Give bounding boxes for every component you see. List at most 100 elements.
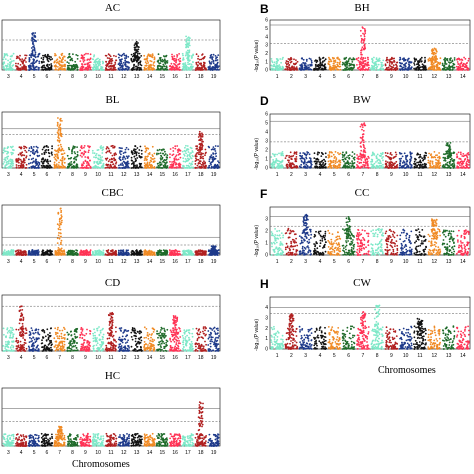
snp-point [68, 67, 70, 70]
manhattan-plot-cd: 3 4 5 6 7 8 9 10 11 12 13 14 15 16 17 18 19 [1, 294, 221, 361]
snp-point [111, 321, 114, 324]
snp-point [44, 69, 47, 71]
snp-point [53, 164, 56, 167]
snp-point [115, 162, 117, 165]
snp-point [88, 149, 90, 152]
snp-point [22, 62, 24, 65]
snp-point [133, 64, 135, 67]
snp-point [79, 69, 82, 71]
snp-point [19, 315, 22, 318]
snp-point [5, 343, 7, 346]
snp-point [190, 157, 193, 160]
snp-point [212, 53, 215, 56]
snp-point [57, 228, 60, 230]
snp-point [7, 345, 9, 348]
snp-point [25, 61, 27, 63]
snp-point [200, 152, 203, 154]
snp-point [157, 152, 160, 155]
chromosome-4-points [14, 249, 28, 256]
snp-point [88, 59, 91, 61]
snp-point [138, 330, 141, 333]
snp-point [67, 157, 70, 160]
snp-point [201, 132, 203, 135]
snp-point [57, 156, 59, 159]
x-tick-label: 11 [108, 172, 113, 178]
snp-point [214, 66, 217, 69]
snp-point [29, 64, 32, 67]
snp-point [198, 134, 201, 136]
snp-point [89, 165, 92, 168]
snp-point [130, 253, 133, 255]
snp-point [43, 55, 46, 57]
snp-point [143, 326, 146, 329]
snp-point [46, 158, 49, 161]
snp-point [35, 145, 38, 148]
snp-point [29, 68, 32, 70]
snp-point [84, 156, 87, 158]
snp-point [182, 57, 185, 59]
snp-point [112, 346, 115, 349]
chromosome-13-points [130, 327, 143, 352]
snp-point [107, 69, 110, 71]
snp-point [188, 158, 191, 161]
snp-point [210, 165, 213, 168]
snp-point [165, 66, 168, 69]
snp-point [5, 150, 7, 153]
chromosome-11-points [104, 311, 117, 352]
snp-point [6, 332, 9, 334]
snp-point [149, 64, 151, 67]
snp-point [60, 215, 63, 218]
snp-point [187, 148, 189, 150]
snp-point [186, 166, 188, 169]
snp-point [96, 329, 99, 332]
snp-point [60, 64, 63, 67]
snp-point [12, 152, 14, 155]
snp-point [85, 68, 88, 70]
snp-point [98, 58, 101, 61]
snp-point [191, 151, 194, 153]
snp-point [158, 161, 161, 164]
snp-point [79, 333, 82, 336]
snp-point [163, 166, 166, 169]
snp-point [135, 42, 138, 45]
chromosome-15-points [156, 326, 169, 352]
snp-point [195, 250, 198, 252]
snp-point [8, 253, 11, 256]
snp-point [179, 156, 182, 159]
snp-point [31, 36, 34, 39]
snp-point [203, 66, 206, 69]
snp-point [47, 333, 49, 336]
snp-point [176, 159, 178, 161]
snp-point [59, 132, 62, 134]
snp-point [197, 149, 200, 151]
x-tick-label: 15 [160, 259, 166, 265]
snp-point [30, 47, 33, 49]
snp-point [32, 157, 35, 160]
snp-point [18, 322, 21, 325]
panel-cd: CD 3 4 5 6 7 8 9 10 11 12 13 14 15 16 17 18 19 [0, 275, 225, 373]
snp-point [122, 349, 125, 351]
snp-point [69, 64, 71, 67]
snp-point [29, 154, 32, 157]
snp-point [19, 64, 22, 66]
snp-point [61, 58, 64, 61]
snp-point [53, 156, 56, 159]
snp-point [54, 54, 56, 57]
snp-point [47, 160, 49, 163]
snp-point [144, 250, 147, 253]
snp-point [115, 341, 117, 343]
snp-point [5, 250, 8, 253]
snp-point [17, 159, 20, 162]
snp-point [75, 54, 78, 56]
snp-point [15, 347, 18, 350]
snp-point [157, 162, 159, 165]
snp-point [197, 249, 200, 252]
chromosome-11-points [104, 249, 118, 256]
snp-point [102, 68, 105, 71]
snp-point [149, 349, 152, 351]
snp-point [217, 66, 219, 69]
snp-point [114, 66, 116, 69]
snp-point [190, 152, 193, 154]
snp-point [97, 158, 100, 161]
snp-point [59, 66, 62, 69]
